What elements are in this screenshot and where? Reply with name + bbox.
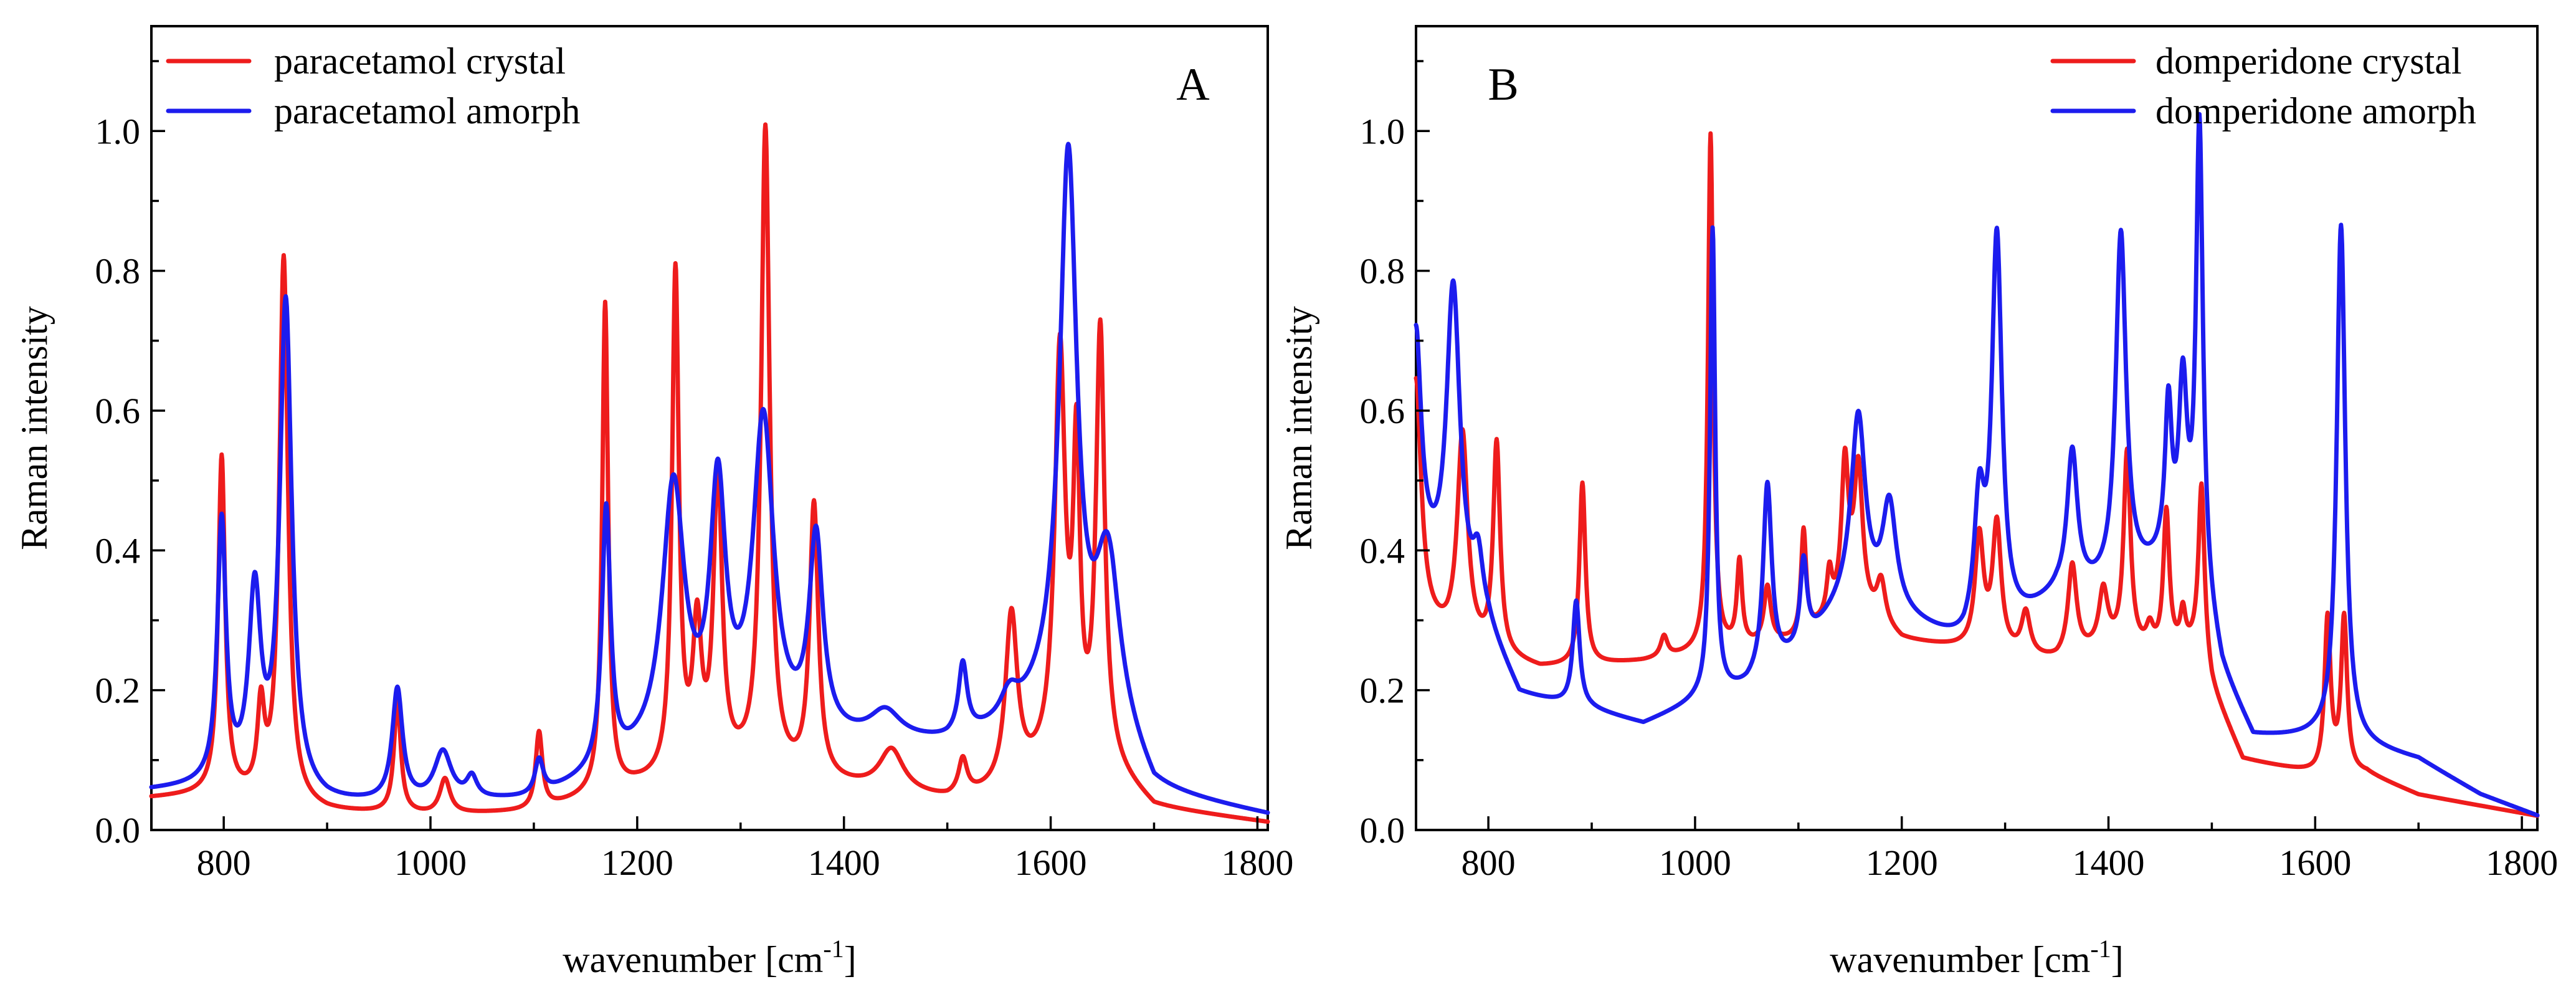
x-tick-label-1400: 1400	[808, 842, 880, 883]
panel-a-series-group	[149, 122, 1270, 824]
y-tick-label-0.6: 0.6	[95, 391, 141, 431]
y-tick-label-0.0: 0.0	[95, 810, 141, 851]
series-line-paracetamol-amorph	[149, 141, 1270, 815]
x-tick-label-800: 800	[197, 842, 251, 883]
series-line-domperidone-amorph	[1414, 112, 2540, 818]
x-tick-label-1600: 1600	[2279, 842, 2351, 883]
panel-a-y-axis-title: Raman intensity	[14, 306, 55, 550]
panel-a-legend: paracetamol crystal paracetamol amorph	[166, 41, 580, 131]
panel-a-label: A	[1176, 59, 1209, 110]
x-tick-label-1200: 1200	[1866, 842, 1938, 883]
x-tick-label-1800: 1800	[2486, 842, 2558, 883]
y-tick-label-0.8: 0.8	[95, 251, 141, 292]
y-tick-label-0.8: 0.8	[1360, 251, 1405, 292]
x-tick-label-1800: 1800	[1221, 842, 1293, 883]
panel-b-plot-frame	[1415, 25, 2539, 831]
panel-b-y-axis-title: Raman intensity	[1278, 306, 1319, 550]
legend-label-domperidone-amorph: domperidone amorph	[2155, 90, 2476, 131]
legend-label-paracetamol-crystal: paracetamol crystal	[274, 41, 566, 82]
x-tick-label-1400: 1400	[2073, 842, 2145, 883]
legend-label-paracetamol-amorph: paracetamol amorph	[274, 90, 580, 131]
x-tick-label-1600: 1600	[1015, 842, 1087, 883]
panel-a-ticks: 800 1000 1200 1400 1600 1800 0.0 0.2 0.4 0.6 0.8 1.…	[95, 60, 1293, 883]
panel-b-x-axis-title: wavenumber [cm-1]	[1830, 935, 2123, 980]
panel-b-series-group	[1414, 112, 2540, 818]
y-tick-label-0.0: 0.0	[1360, 810, 1405, 851]
x-tick-label-800: 800	[1461, 842, 1516, 883]
y-tick-label-0.4: 0.4	[95, 530, 141, 571]
x-tick-label-1000: 1000	[1659, 842, 1731, 883]
y-tick-label-0.6: 0.6	[1360, 391, 1405, 431]
panel-b-legend: domperidone crystal domperidone amorph	[2050, 41, 2476, 131]
x-tick-label-1000: 1000	[394, 842, 467, 883]
y-tick-label-0.2: 0.2	[95, 670, 141, 711]
y-tick-label-0.2: 0.2	[1360, 670, 1405, 711]
panel-b: 800 1000 1200 1400 1600 1800 0.0 0.2 0.4 0.6 0.8 1.…	[1278, 25, 2558, 980]
legend-label-domperidone-crystal: domperidone crystal	[2155, 41, 2462, 82]
panel-b-label: B	[1488, 59, 1518, 110]
panel-b-ticks: 800 1000 1200 1400 1600 1800 0.0 0.2 0.4 0.6 0.8 1.…	[1360, 60, 2558, 883]
panel-a-x-axis-title: wavenumber [cm-1]	[563, 935, 856, 980]
series-line-domperidone-crystal	[1414, 131, 2540, 818]
x-tick-label-1200: 1200	[601, 842, 673, 883]
series-line-paracetamol-crystal	[149, 122, 1270, 824]
y-tick-label-0.4: 0.4	[1360, 530, 1405, 571]
panel-a: 800 1000 1200 1400 1600 1800 0.0 0.2 0.4 0.6 0.8 1.…	[14, 25, 1293, 980]
y-tick-label-1.0: 1.0	[1360, 111, 1405, 151]
panel-a-plot-frame	[150, 25, 1269, 831]
y-tick-label-1.0: 1.0	[95, 111, 141, 151]
